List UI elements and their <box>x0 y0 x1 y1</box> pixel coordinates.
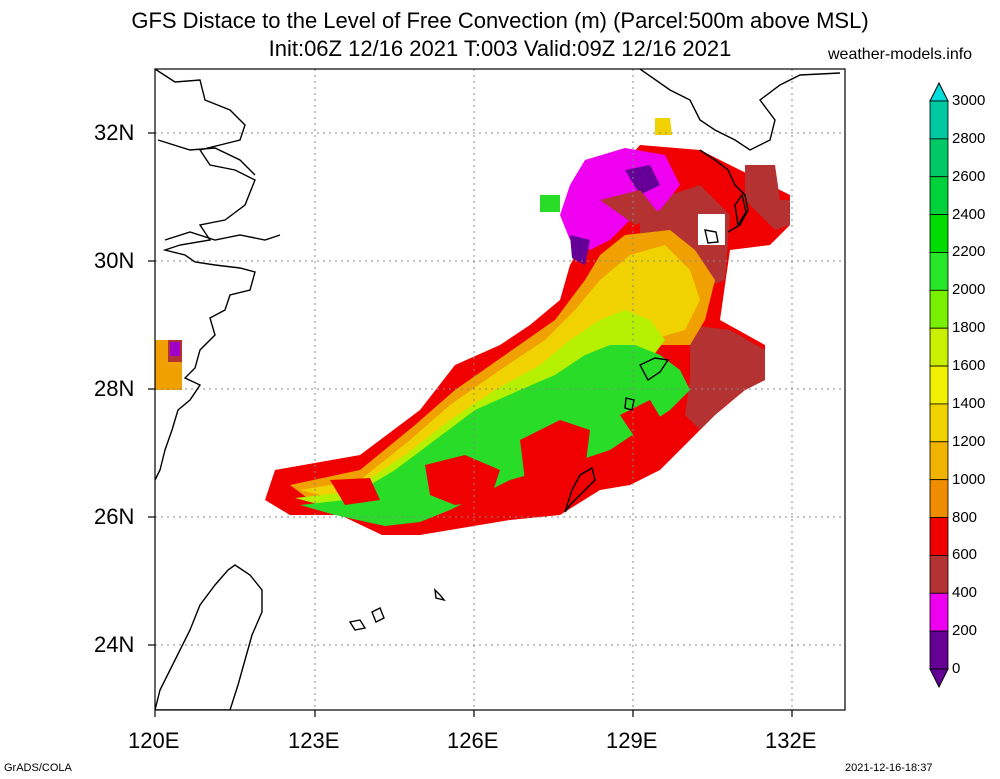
colorbar-label: 1000 <box>952 470 986 488</box>
colorbar-swatch <box>929 555 949 594</box>
colorbar-swatch <box>929 100 949 140</box>
yakushima <box>704 229 719 244</box>
kyushu-south <box>699 149 749 233</box>
colorbar-swatch <box>929 365 949 405</box>
amami <box>639 357 670 382</box>
yangtze-mouth <box>157 139 256 176</box>
render-timestamp: 2021-12-16-18:37 <box>845 762 933 774</box>
field-green <box>300 345 690 526</box>
colorbar-swatch <box>929 592 949 632</box>
kyushu <box>639 69 841 151</box>
colorbar-swatch <box>929 176 949 216</box>
lat-label-28n: 28N <box>94 376 135 401</box>
miyako <box>434 588 446 602</box>
lon-label-120e: 120E <box>128 728 180 753</box>
lat-label-30n: 30N <box>94 248 135 273</box>
colorbar-swatch <box>929 214 949 253</box>
lon-label-132e: 132E <box>765 728 817 753</box>
colorbar-label: 0 <box>952 660 961 677</box>
colorbar-label: 800 <box>952 508 978 526</box>
colorbar-swatch <box>929 630 949 670</box>
field-brown-2 <box>745 165 790 230</box>
field-purple-2 <box>570 235 590 265</box>
colorbar-swatch <box>929 479 949 518</box>
field-red-blob-3 <box>330 478 380 505</box>
field-yellow-tip <box>655 118 672 135</box>
colorbar-label: 400 <box>952 584 978 602</box>
field-red-blob-1 <box>425 455 500 505</box>
field-green-tip <box>540 195 560 212</box>
hangzhou-bay <box>164 231 281 241</box>
colorbar-label: 1400 <box>952 394 986 412</box>
field-purple-1 <box>625 165 660 195</box>
axis-ticks <box>148 132 793 717</box>
colorbar-swatch <box>929 517 949 556</box>
okinawa <box>564 466 596 513</box>
field-red-blob-2 <box>520 420 590 485</box>
coastlines <box>155 69 841 710</box>
colorbar-swatch <box>929 138 949 178</box>
colorbar-label: 600 <box>952 546 978 564</box>
colorbar-label: 2000 <box>952 281 986 299</box>
colorbar-arrow-top <box>929 81 949 102</box>
china-coast <box>155 69 256 481</box>
site-credit: weather-models.info <box>828 46 973 63</box>
colorbar-swatch <box>929 289 949 329</box>
lfc-field <box>155 118 790 535</box>
field-west-patch-mag <box>170 342 180 356</box>
graticule <box>155 69 845 710</box>
lat-label-26n: 26N <box>94 504 135 529</box>
ishigaki <box>348 607 385 631</box>
colorbar-swatch <box>929 252 949 291</box>
colorbar-arrow-bottom <box>929 668 949 689</box>
field-brown-north <box>600 190 660 225</box>
colorbar-label: 2400 <box>952 205 986 223</box>
colorbar-label: 200 <box>952 622 978 640</box>
lat-label-32n: 32N <box>94 120 135 145</box>
colorbar-label: 2600 <box>952 167 986 185</box>
colorbar-label: 1600 <box>952 357 986 375</box>
field-hole <box>698 214 725 245</box>
lon-label-129e: 129E <box>606 728 658 753</box>
colorbar-label: 2200 <box>952 243 986 261</box>
colorbar-label: 1200 <box>952 432 986 450</box>
field-yellow <box>300 245 700 505</box>
colorbar-swatch <box>929 327 949 367</box>
colorbar-swatch <box>929 441 949 481</box>
field-brown-1 <box>685 325 765 430</box>
taiwan <box>155 564 263 710</box>
lon-label-123e: 123E <box>288 728 340 753</box>
tanegashima <box>734 193 747 227</box>
colorbar-label: 1800 <box>952 319 986 337</box>
field-red-blob-4 <box>620 400 665 445</box>
tokunoshima <box>624 397 635 411</box>
map-subtitle: Init:06Z 12/16 2021 T:003 Valid:09Z 12/1… <box>268 36 732 61</box>
map-title: GFS Distace to the Level of Free Convect… <box>131 8 869 33</box>
colorbar-swatch <box>929 403 949 443</box>
colorbar-label: 3000 <box>952 92 986 109</box>
colorbar <box>929 81 949 689</box>
lat-label-24n: 24N <box>94 632 135 657</box>
software-credit: GrADS/COLA <box>4 762 72 774</box>
colorbar-label: 2800 <box>952 129 986 147</box>
lon-label-126e: 126E <box>447 728 499 753</box>
